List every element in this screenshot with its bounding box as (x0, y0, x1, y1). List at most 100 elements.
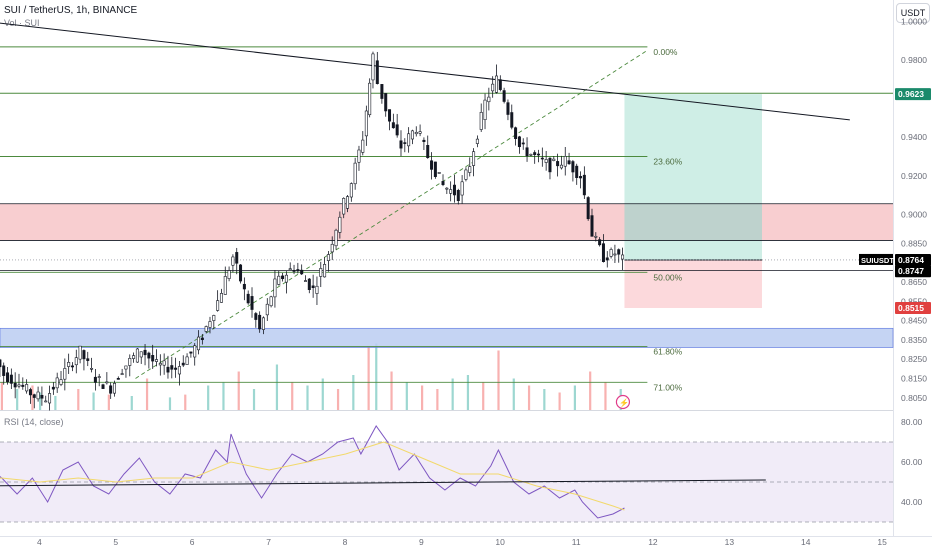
volume-bar-5 (77, 389, 80, 410)
volume-bar-26 (421, 385, 424, 410)
candle-body-79 (296, 269, 300, 272)
candle-body-37 (135, 348, 139, 363)
target-price-badge-bg (895, 88, 931, 101)
candle-body-45 (166, 366, 170, 373)
rsi-indicator-label: RSI (14, close) (4, 417, 64, 427)
price-tick-label-7: 0.8450 (901, 316, 927, 326)
candle-body-87 (326, 254, 330, 261)
candle-body-122 (460, 181, 464, 196)
candle-body-38 (139, 351, 143, 358)
candle-body-3 (6, 372, 10, 383)
candle-body-107 (403, 142, 407, 144)
volume-bar-19 (321, 378, 324, 410)
candle-body-160 (605, 257, 609, 261)
volume-bar-1 (16, 389, 19, 410)
candle-body-85 (319, 268, 323, 277)
currency-button[interactable]: USDT (896, 3, 930, 23)
time-tick-label-2: 6 (190, 537, 195, 547)
volume-bar-22 (367, 347, 370, 410)
candle-body-106 (399, 140, 403, 149)
candle-body-150 (567, 160, 571, 165)
candle-body-134 (506, 102, 510, 115)
time-tick-label-7: 11 (572, 537, 581, 547)
candle-body-162 (613, 253, 617, 256)
symbol-tag: SUIUSDT (861, 256, 894, 265)
candle-body-141 (533, 152, 537, 156)
candle-body-131 (494, 75, 498, 93)
candle-body-142 (537, 153, 541, 156)
time-tick-label-9: 13 (725, 537, 735, 547)
time-tick-label-10: 14 (801, 537, 811, 547)
candle-body-153 (579, 176, 583, 179)
candle-body-138 (521, 142, 525, 145)
candle-body-81 (303, 280, 307, 282)
candle-body-155 (586, 197, 590, 220)
fib-diagonal-line (135, 49, 648, 379)
candle-body-62 (231, 256, 235, 266)
candle-body-25 (90, 367, 94, 370)
candle-body-31 (112, 383, 116, 394)
candle-body-94 (353, 162, 357, 185)
candle-body-164 (621, 254, 625, 260)
candle-body-154 (582, 174, 586, 196)
volume-bar-29 (466, 375, 470, 410)
candle-body-39 (143, 349, 147, 356)
candle-body-72 (269, 296, 273, 307)
price-tick-label-6: 0.8650 (901, 277, 927, 287)
candle-body-1 (0, 359, 2, 368)
candle-body-69 (258, 314, 262, 330)
candle-body-4 (9, 374, 13, 384)
candle-body-34 (124, 365, 128, 370)
candle-body-118 (445, 187, 449, 190)
candle-body-46 (170, 365, 174, 370)
candle-body-50 (185, 356, 189, 365)
candle-body-123 (464, 169, 468, 180)
volume-bar-31 (497, 350, 500, 410)
candle-body-145 (548, 157, 552, 173)
price-tick-label-1: 0.9800 (901, 55, 927, 65)
volume-bar-15 (252, 389, 256, 410)
candle-body-33 (120, 373, 124, 375)
candle-body-36 (132, 355, 136, 359)
candle-body-97 (364, 110, 368, 137)
candle-body-55 (204, 326, 208, 332)
volume-bar-34 (543, 389, 546, 410)
candle-body-126 (475, 138, 479, 144)
volume-indicator-label: Vol · SUI (4, 18, 40, 28)
time-tick-label-8: 12 (648, 537, 658, 547)
candle-body-17 (59, 379, 63, 385)
candle-body-95 (357, 149, 361, 163)
candle-body-102 (384, 93, 388, 112)
time-tick-label-5: 9 (419, 537, 424, 547)
candle-body-82 (307, 278, 311, 290)
candle-body-23 (82, 350, 86, 360)
candle-body-80 (300, 269, 304, 275)
fib-level-label-4: 71.00% (653, 382, 682, 392)
candle-body-116 (437, 172, 441, 174)
candle-body-149 (563, 156, 567, 167)
candle-body-48 (177, 366, 181, 375)
candle-body-157 (594, 235, 598, 238)
fib-level-label-3: 61.80% (653, 347, 682, 357)
candle-body-26 (93, 376, 97, 383)
fib-level-label-0: 0.00% (653, 47, 678, 57)
candle-body-140 (529, 153, 533, 156)
candle-body-159 (601, 243, 605, 262)
volume-bar-38 (604, 382, 607, 410)
price-tick-label-10: 0.8150 (901, 373, 927, 383)
fib-level-label-1: 23.60% (653, 157, 682, 167)
candle-body-58 (216, 300, 220, 311)
candle-body-65 (242, 283, 246, 290)
candle-body-124 (468, 166, 472, 173)
volume-bar-16 (275, 364, 279, 410)
candle-body-64 (239, 264, 243, 282)
candle-body-56 (208, 321, 212, 328)
candle-body-8 (25, 384, 29, 392)
candle-body-100 (375, 60, 379, 84)
volume-bar-27 (436, 389, 439, 410)
candle-body-143 (540, 157, 544, 160)
time-tick-label-6: 10 (495, 537, 505, 547)
volume-bar-6 (92, 392, 95, 410)
candle-body-117 (441, 181, 445, 185)
